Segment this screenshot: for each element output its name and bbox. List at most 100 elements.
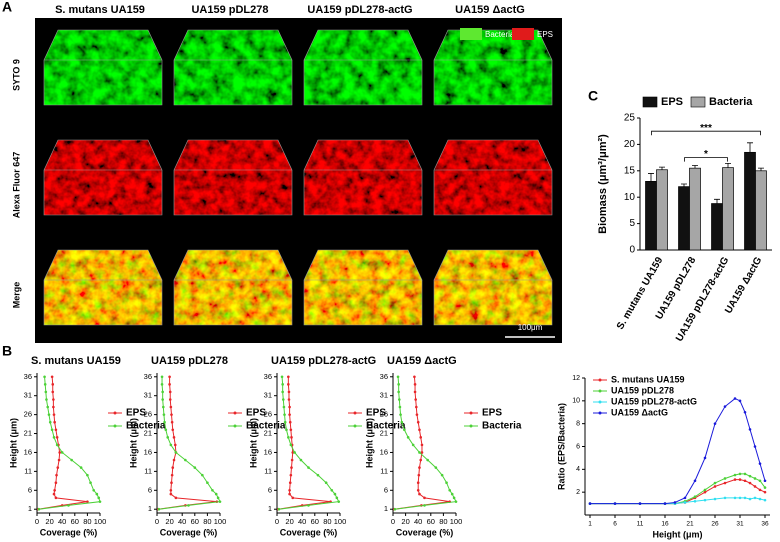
bar (744, 151, 756, 251)
legend-dot (598, 389, 602, 393)
x-tick-label: 40 (298, 517, 306, 526)
y-tick-label: 26 (380, 410, 388, 419)
legend-swatch (642, 96, 658, 108)
column-header: UA159 pDL278 (191, 4, 268, 16)
x-tick-label: 36 (761, 521, 769, 528)
data-line (156, 375, 219, 511)
error-bar (758, 167, 764, 171)
y-tick-label: 10 (572, 398, 580, 405)
y-tick-label: 11 (24, 466, 32, 475)
image-frame (43, 249, 163, 326)
biofilm-image (434, 140, 552, 215)
legend-label: EPS (661, 96, 683, 108)
x-tick-label: 80 (439, 517, 447, 526)
error-bar (681, 183, 687, 187)
error-bar (747, 142, 753, 153)
legend-label: UA159 pDL278 (611, 385, 674, 395)
bar (678, 186, 690, 251)
legend-label: EPS (246, 408, 266, 419)
y-tick-label: 15 (624, 165, 636, 176)
y-tick-label: 36 (24, 372, 32, 381)
x-tick-label: 0 (275, 517, 279, 526)
row-label: Merge (11, 282, 21, 309)
image-frame (303, 29, 423, 106)
legend-label: Bacteria (126, 421, 166, 432)
y-tick-label: 36 (144, 372, 152, 381)
legend-label: EPS (366, 408, 386, 419)
x-tick-label: S. mutans UA159 (615, 255, 666, 332)
y-axis-title: Biomass (μm³/μm²) (597, 134, 609, 234)
bar (645, 181, 657, 251)
y-tick-label: 16 (264, 447, 272, 456)
data-line (36, 375, 89, 511)
scale-bar-label: 100μm (518, 323, 543, 332)
legend-label: EPS (126, 408, 146, 419)
data-line (157, 375, 222, 511)
legend-label: UA159 ΔactG (611, 407, 668, 417)
x-tick-label: 40 (58, 517, 66, 526)
y-tick-label: 16 (144, 447, 152, 456)
x-tick-label: 20 (285, 517, 293, 526)
x-tick-label: 31 (736, 521, 744, 528)
chart-title: UA159 pDL278-actG (271, 355, 376, 367)
legend-swatch (460, 28, 482, 40)
y-tick-label: 0 (629, 245, 635, 256)
y-tick-label: 21 (24, 429, 32, 438)
significance-label: *** (700, 123, 712, 134)
y-tick-label: 2 (576, 489, 580, 496)
y-tick-label: 1 (384, 504, 388, 513)
y-tick-label: 31 (264, 391, 272, 400)
bar (689, 167, 701, 251)
y-tick-label: 21 (380, 429, 388, 438)
biofilm-image (44, 250, 162, 325)
legend-dot (113, 411, 117, 415)
biofilm-image (174, 250, 292, 325)
x-tick-label: 40 (178, 517, 186, 526)
biofilm-image (174, 140, 292, 215)
row-label: SYTO 9 (11, 59, 21, 91)
legend-dot (353, 424, 357, 428)
x-axis-title: Coverage (%) (160, 527, 218, 537)
significance-label: * (704, 149, 708, 160)
x-tick-label: 80 (323, 517, 331, 526)
biofilm-image (44, 30, 162, 105)
y-tick-label: 25 (624, 113, 636, 124)
y-tick-label: 6 (384, 485, 388, 494)
bar (711, 203, 723, 251)
chart-title: UA159 pDL278 (151, 355, 228, 367)
legend-label: EPS (482, 408, 502, 419)
legend-label: UA159 pDL278-actG (611, 396, 697, 406)
data-line (393, 375, 458, 511)
x-tick-label: 100 (334, 517, 347, 526)
column-header: UA159 pDL278-actG (307, 4, 412, 16)
y-tick-label: 11 (380, 466, 388, 475)
x-axis-title: Height (μm) (652, 529, 702, 539)
y-tick-label: 21 (264, 429, 272, 438)
x-tick-label: 6 (613, 521, 617, 528)
x-tick-label: 1 (588, 521, 592, 528)
biofilm-image (174, 30, 292, 105)
column-header: S. mutans UA159 (55, 4, 145, 16)
legend-dot (598, 400, 602, 404)
y-tick-label: 36 (264, 372, 272, 381)
chart-title: S. mutans UA159 (31, 355, 121, 367)
x-tick-label: 60 (311, 517, 319, 526)
x-tick-label: 100 (94, 517, 107, 526)
y-tick-label: 26 (24, 410, 32, 419)
y-tick-label: 36 (380, 372, 388, 381)
legend-dot (469, 411, 473, 415)
x-tick-label: 20 (401, 517, 409, 526)
data-line (588, 397, 767, 505)
row-label: Alexa Fluor 647 (11, 152, 21, 219)
legend-dot (469, 424, 473, 428)
error-bar (714, 198, 720, 204)
image-frame (173, 139, 293, 216)
legend-label: Bacteria (246, 421, 286, 432)
legend-label: S. mutans UA159 (611, 374, 685, 384)
x-tick-label: 80 (83, 517, 91, 526)
legend-label: Bacteria (366, 421, 406, 432)
image-frame (173, 249, 293, 326)
data-line (392, 375, 451, 511)
image-frame (303, 139, 423, 216)
